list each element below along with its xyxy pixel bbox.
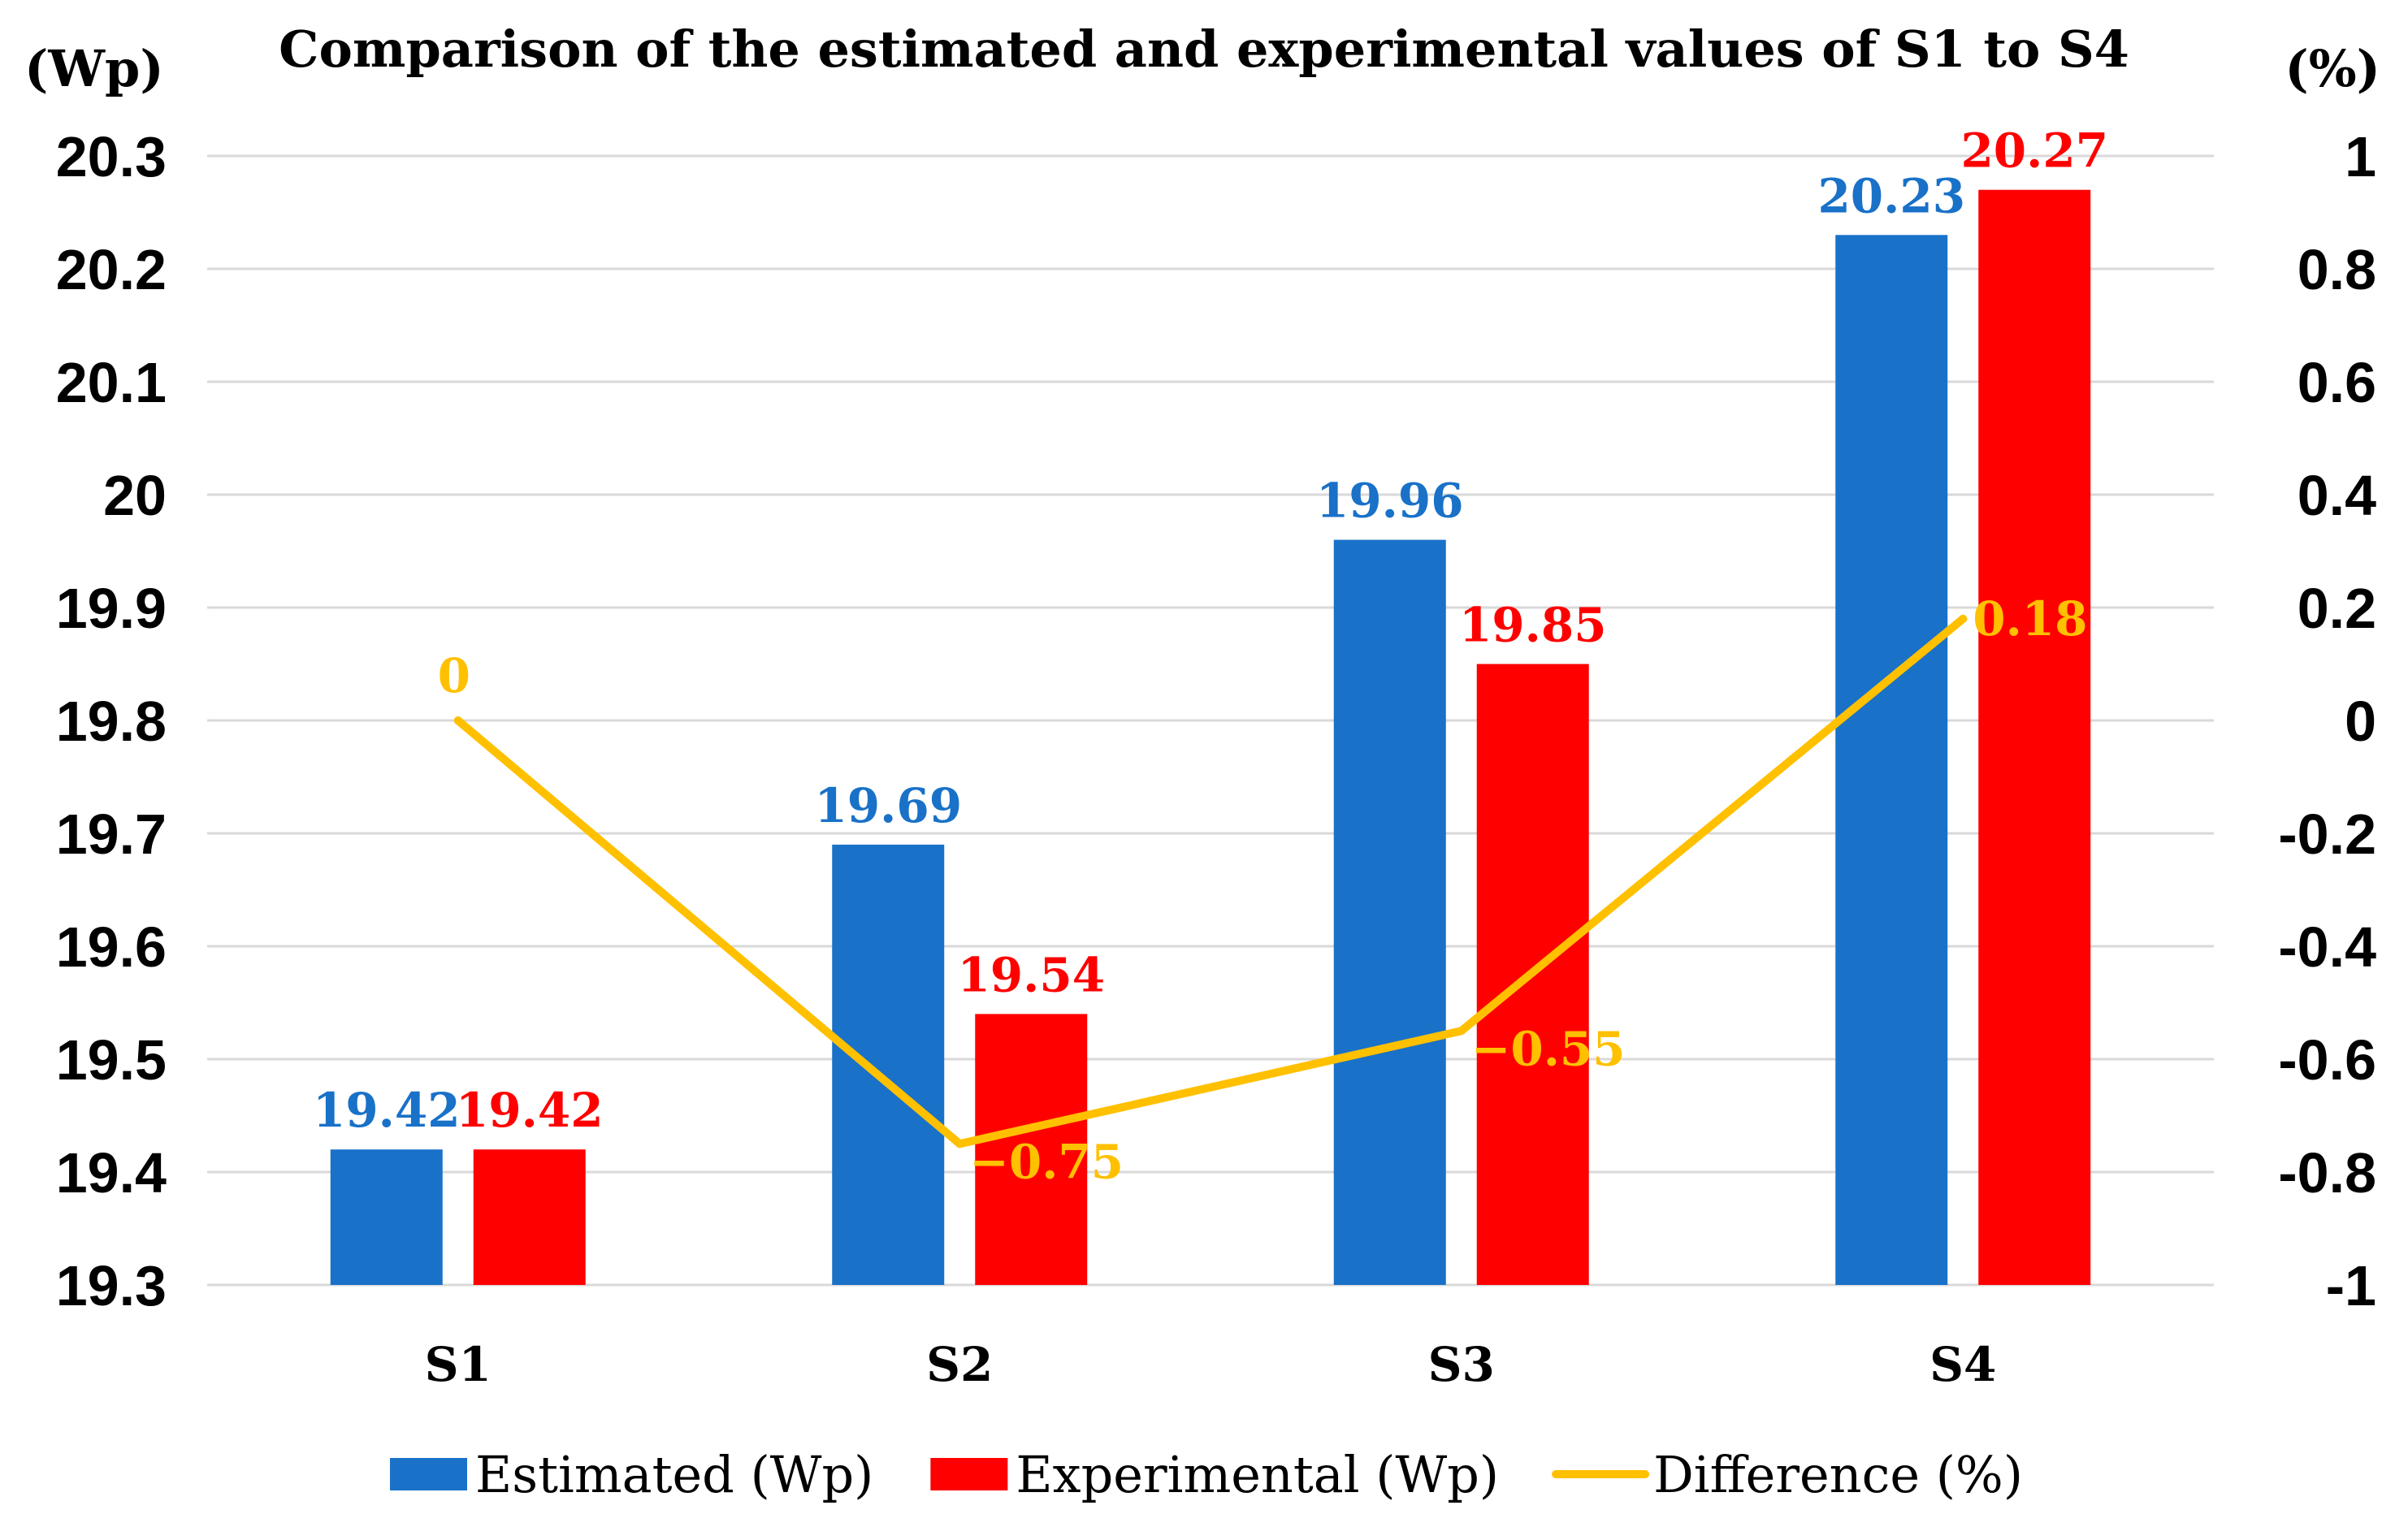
bar-data-label: 20.23	[1817, 168, 1965, 223]
category-labels: S1 S2 S3 S4	[425, 1337, 1997, 1392]
bar-data-label: 19.85	[1459, 598, 1607, 653]
left-tick-label: 19.6	[56, 915, 167, 979]
left-tick-label: 19.4	[56, 1141, 167, 1205]
legend: Estimated (Wp) Experimental (Wp) Differenc…	[390, 1445, 2023, 1504]
legend-label: Difference (%)	[1653, 1445, 2023, 1504]
right-tick-label: -1	[2326, 1254, 2376, 1317]
right-tick-label: 0	[2345, 690, 2376, 753]
bar-data-label: 19.42	[456, 1083, 604, 1138]
difference-point	[1959, 614, 1968, 623]
right-tick-label: 0.2	[2298, 577, 2376, 640]
bar-estimated	[330, 1149, 443, 1285]
right-tick-label: -0.2	[2278, 802, 2376, 866]
difference-data-label: −0.55	[1471, 1021, 1626, 1076]
left-axis-unit: (Wp)	[24, 39, 164, 98]
left-tick-label: 19.9	[56, 577, 167, 640]
right-tick-label: 0.6	[2298, 351, 2376, 414]
legend-swatch-estimated	[390, 1458, 467, 1490]
bar-experimental	[1978, 189, 2091, 1286]
bar-data-label: 19.96	[1316, 474, 1464, 529]
bar-data-label: 19.54	[957, 947, 1105, 1002]
bar-experimental	[473, 1149, 586, 1285]
difference-line	[453, 614, 1968, 1148]
right-axis-ticks: -1 -0.8 -0.6 -0.4 -0.2 0 0.2 0.4 0.6 0.8 1	[2278, 125, 2376, 1317]
right-tick-label: -0.8	[2278, 1141, 2376, 1205]
right-tick-label: -0.4	[2278, 915, 2376, 979]
left-tick-label: 20	[103, 464, 167, 527]
left-tick-label: 20.3	[56, 125, 167, 188]
difference-point	[955, 1140, 964, 1148]
difference-point	[1457, 1027, 1466, 1036]
bar-estimated	[1835, 235, 1948, 1285]
difference-line-group	[453, 614, 1968, 1148]
left-tick-label: 19.7	[56, 802, 167, 866]
bar-data-label: 19.42	[313, 1083, 461, 1138]
category-label: S3	[1428, 1337, 1495, 1392]
left-tick-label: 20.2	[56, 238, 167, 301]
left-tick-label: 19.5	[56, 1028, 167, 1092]
category-label: S4	[1929, 1337, 1996, 1392]
right-axis-unit: (%)	[2285, 39, 2380, 98]
bar-estimated	[832, 844, 945, 1285]
left-axis-ticks: 19.3 19.4 19.5 19.6 19.7 19.8 19.9 20 20.1 20.2 20…	[56, 125, 167, 1317]
right-tick-label: 1	[2345, 125, 2376, 188]
right-tick-label: 0.8	[2298, 238, 2376, 301]
difference-data-label: 0.18	[1973, 591, 2087, 647]
category-label: S2	[926, 1337, 993, 1392]
bar-data-label: 20.27	[1960, 123, 2108, 179]
bar-estimated	[1333, 539, 1446, 1285]
left-tick-label: 20.1	[56, 351, 167, 414]
right-tick-label: -0.6	[2278, 1028, 2376, 1092]
legend-swatch-experimental	[930, 1458, 1008, 1490]
difference-data-label: −0.75	[969, 1134, 1124, 1189]
category-label: S1	[425, 1337, 492, 1392]
left-tick-label: 19.3	[56, 1254, 167, 1317]
bar-data-label: 19.69	[814, 778, 962, 833]
legend-label: Estimated (Wp)	[475, 1445, 873, 1504]
bar-experimental	[975, 1014, 1088, 1285]
bars	[330, 189, 2091, 1286]
difference-data-label: 0	[438, 648, 470, 703]
difference-point	[453, 716, 462, 725]
right-tick-label: 0.4	[2298, 464, 2376, 527]
chart-title: Comparison of the estimated and experime…	[279, 19, 2129, 79]
legend-label: Experimental (Wp)	[1016, 1445, 1499, 1504]
left-tick-label: 19.8	[56, 690, 167, 753]
